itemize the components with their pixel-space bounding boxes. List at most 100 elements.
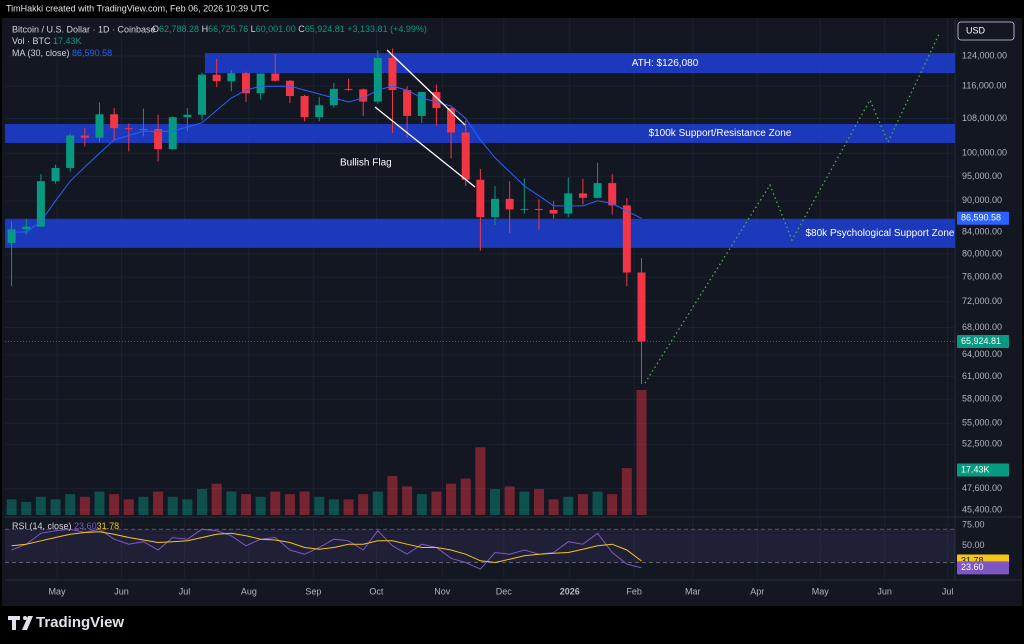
volume-bar	[197, 488, 208, 515]
volume-bar	[343, 499, 354, 515]
quote-value: 65,924.81	[305, 24, 345, 34]
volume-bar	[240, 494, 251, 515]
y-tick-label: 116,000.00	[962, 81, 1006, 91]
candle-body	[256, 73, 265, 94]
volume-bar	[475, 447, 486, 515]
y-tick-label: 64,000.00	[962, 349, 1002, 359]
candle-body	[491, 198, 500, 218]
chart-panel	[2, 18, 1022, 606]
volume-bar	[299, 491, 310, 515]
candle-body	[110, 114, 119, 129]
candle-body	[154, 129, 163, 150]
y-tick-label: 72,000.00	[962, 296, 1002, 306]
candle-body	[403, 90, 412, 116]
volume-bar	[94, 491, 105, 515]
volume-bar	[504, 486, 515, 515]
candle-body	[198, 74, 207, 115]
volume-bar	[255, 496, 266, 515]
volume-bar	[519, 491, 530, 515]
volume-bar	[607, 494, 618, 515]
volume-bar	[167, 496, 178, 515]
rsi-ma-value: 31.78	[97, 521, 120, 531]
candle-body	[285, 80, 294, 97]
candle-body	[505, 198, 514, 210]
rsi-ma-line	[11, 531, 642, 564]
quote-value: 62,788.28	[159, 24, 199, 34]
candle-body	[564, 193, 573, 214]
x-tick-label: Mar	[685, 586, 701, 596]
volume-bar	[563, 496, 574, 515]
logo-mark	[8, 616, 33, 630]
rsi-ma-tag: 31.78	[961, 555, 984, 565]
candle-body	[622, 205, 631, 273]
plot: 124,000.00 116,000.00 108,000.00 100,000.00…	[5, 18, 1022, 596]
candle-body	[36, 181, 45, 227]
candle-body	[80, 135, 89, 138]
candle-body	[344, 88, 353, 90]
rsi-name: RSI (14, close)	[12, 521, 72, 531]
candle-body	[241, 73, 250, 94]
candle-body	[593, 183, 602, 198]
volume-bar	[402, 486, 413, 515]
y-tick-label: 80,000.00	[962, 248, 1002, 258]
brand-logo	[8, 616, 33, 630]
volume-bar	[65, 494, 76, 515]
quote-value: 66,725.76	[208, 24, 248, 34]
x-tick-label: Apr	[750, 586, 764, 596]
rsi-tag-bg	[957, 561, 1009, 575]
volume-bar	[460, 478, 471, 515]
volume-bar	[153, 491, 164, 515]
quote-key: O	[152, 24, 159, 34]
currency-box[interactable]	[957, 21, 1015, 41]
candle-body	[300, 96, 309, 118]
candle-body	[637, 272, 646, 342]
volume-title: Vol · BTC 17.43K	[12, 36, 82, 46]
rsi-tick-label: 50.00	[962, 540, 985, 550]
y-tick-label: 52,500.00	[962, 439, 1002, 449]
volume-value: 17.43K	[53, 36, 82, 46]
x-tick-label: Oct	[369, 586, 384, 596]
price-tag-bg	[957, 334, 1009, 348]
annotation: Bullish Flag	[340, 158, 392, 169]
volume-bar	[6, 499, 17, 515]
rsi-tick-label: 75.00	[962, 519, 985, 529]
volume-bar	[50, 499, 61, 515]
volume-bar	[533, 488, 544, 515]
volume-bar	[21, 501, 32, 515]
credit: TimHakki created with TradingView.com, F…	[6, 3, 270, 13]
y-tick-label: 76,000.00	[962, 272, 1002, 282]
candle-body	[212, 74, 221, 82]
y-tick-label: 61,000.00	[962, 371, 1002, 381]
y-tick-label: 124,000.00	[962, 50, 1007, 60]
candle-body	[183, 114, 192, 118]
candle-body	[124, 128, 133, 130]
x-tick-label: Aug	[241, 586, 257, 596]
volume-bar	[138, 496, 149, 515]
y-tick-label: 55,000.00	[962, 418, 1002, 428]
candle-body	[534, 208, 543, 210]
y-tick-label: 84,000.00	[962, 226, 1002, 236]
candle-body	[51, 167, 60, 182]
volume-bar	[284, 494, 295, 515]
zone-label: $100k Support/Resistance Zone	[649, 128, 792, 139]
ma-tag-bg	[957, 211, 1009, 225]
quote-key: H	[202, 24, 209, 34]
candle-body	[432, 92, 441, 109]
volume-bar	[314, 496, 325, 515]
volume-bar	[490, 488, 501, 515]
x-tick-label: Jun	[114, 586, 129, 596]
candle-body	[271, 73, 280, 81]
price-tag: 65,924.81	[961, 336, 1001, 346]
candle-body	[168, 117, 177, 150]
volume-bar	[621, 468, 632, 515]
currency[interactable]: USD	[966, 25, 986, 35]
change: +3,133.81 (+4.99%)	[347, 24, 427, 34]
volume-bar	[123, 499, 134, 515]
candle-body	[388, 57, 397, 91]
flag-line	[374, 106, 476, 188]
rsi-value: 23.60	[74, 521, 97, 531]
y-tick-label: 58,000.00	[962, 394, 1002, 404]
x-tick-label: Nov	[434, 586, 451, 596]
